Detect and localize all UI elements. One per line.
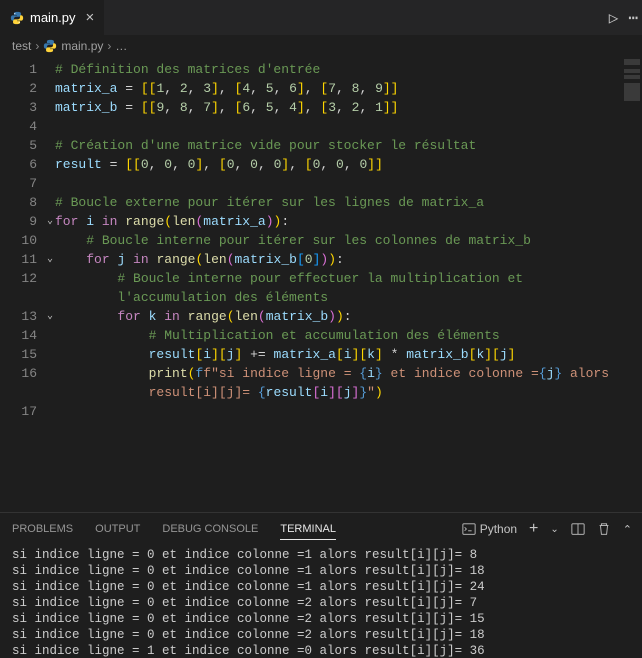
tab-problems[interactable]: PROBLEMS: [12, 523, 73, 535]
line-number: 7: [29, 176, 37, 191]
fold-icon[interactable]: ⌄: [47, 312, 53, 322]
editor: 1 2 3 4 5 6 7 8 9 ⌄ 10 11 ⌄ 12 13 ⌄ 14 15 1…: [0, 57, 642, 512]
code-text: matrix_b: [55, 100, 117, 115]
breadcrumb-item[interactable]: main.py: [61, 39, 103, 53]
code-text: result: [55, 157, 102, 172]
code-text: l'accumulation des éléments: [117, 290, 328, 305]
code-text: # Boucle externe pour itérer sur les lig…: [55, 195, 484, 210]
code-text: matrix_a: [55, 81, 117, 96]
code-text: # Définition des matrices d'entrée: [55, 62, 320, 77]
tab-title: main.py: [30, 10, 76, 25]
tab-output[interactable]: OUTPUT: [95, 523, 140, 535]
line-number: 11: [21, 252, 37, 267]
line-number: 17: [21, 404, 37, 419]
new-terminal-button[interactable]: +: [529, 520, 538, 538]
tab-actions: ▷ ⋯: [609, 0, 638, 35]
panel: PROBLEMS OUTPUT DEBUG CONSOLE TERMINAL P…: [0, 512, 642, 658]
fold-icon[interactable]: ⌄: [47, 217, 53, 227]
minimap[interactable]: [622, 57, 642, 512]
terminal-output[interactable]: si indice ligne = 0 et indice colonne =1…: [0, 545, 642, 658]
line-number: 4: [29, 119, 37, 134]
line-number: 6: [29, 157, 37, 172]
python-icon: [43, 39, 57, 53]
line-number: 13: [21, 309, 37, 324]
line-number: 15: [21, 347, 37, 362]
python-icon: [10, 11, 24, 25]
line-number: 8: [29, 195, 37, 210]
panel-actions: Python + ⌄ ⌃: [462, 520, 632, 538]
code-text: # Boucle interne pour itérer sur les col…: [86, 233, 531, 248]
breadcrumbs[interactable]: test › main.py › …: [0, 35, 642, 57]
chevron-right-icon: ›: [107, 39, 111, 53]
terminal-icon: [462, 522, 476, 536]
line-number: 1: [29, 62, 37, 77]
panel-tabs: PROBLEMS OUTPUT DEBUG CONSOLE TERMINAL P…: [0, 513, 642, 545]
code-text: # Création d'une matrice vide pour stock…: [55, 138, 476, 153]
line-number: 14: [21, 328, 37, 343]
code-text: # Boucle interne pour effectuer la multi…: [117, 271, 530, 286]
gutter: 1 2 3 4 5 6 7 8 9 ⌄ 10 11 ⌄ 12 13 ⌄ 14 15 1…: [0, 57, 55, 512]
run-icon[interactable]: ▷: [609, 8, 619, 28]
breadcrumb-item[interactable]: …: [115, 39, 127, 53]
line-number: 16: [21, 366, 37, 381]
tab-debug-console[interactable]: DEBUG CONSOLE: [162, 523, 258, 535]
more-icon[interactable]: ⋯: [628, 8, 638, 28]
fold-icon[interactable]: ⌄: [47, 255, 53, 265]
chevron-up-icon[interactable]: ⌃: [623, 523, 632, 536]
line-number: 2: [29, 81, 37, 96]
trash-icon[interactable]: [597, 522, 611, 536]
line-number: 9: [29, 214, 37, 229]
split-terminal-icon[interactable]: [571, 522, 585, 536]
breadcrumb-item[interactable]: test: [12, 39, 31, 53]
chevron-right-icon: ›: [35, 39, 39, 53]
editor-tab[interactable]: main.py ×: [0, 0, 105, 35]
line-number: 3: [29, 100, 37, 115]
tab-terminal[interactable]: TERMINAL: [280, 523, 336, 540]
line-number: 12: [21, 271, 37, 286]
close-icon[interactable]: ×: [86, 9, 95, 26]
tab-bar: main.py × ▷ ⋯: [0, 0, 642, 35]
terminal-dropdown-icon[interactable]: ⌄: [550, 524, 558, 535]
line-number: 5: [29, 138, 37, 153]
line-number: 10: [21, 233, 37, 248]
code-area[interactable]: # Définition des matrices d'entrée matri…: [55, 57, 622, 512]
shell-select[interactable]: Python: [462, 522, 517, 536]
code-text: # Multiplication et accumulation des élé…: [149, 328, 500, 343]
